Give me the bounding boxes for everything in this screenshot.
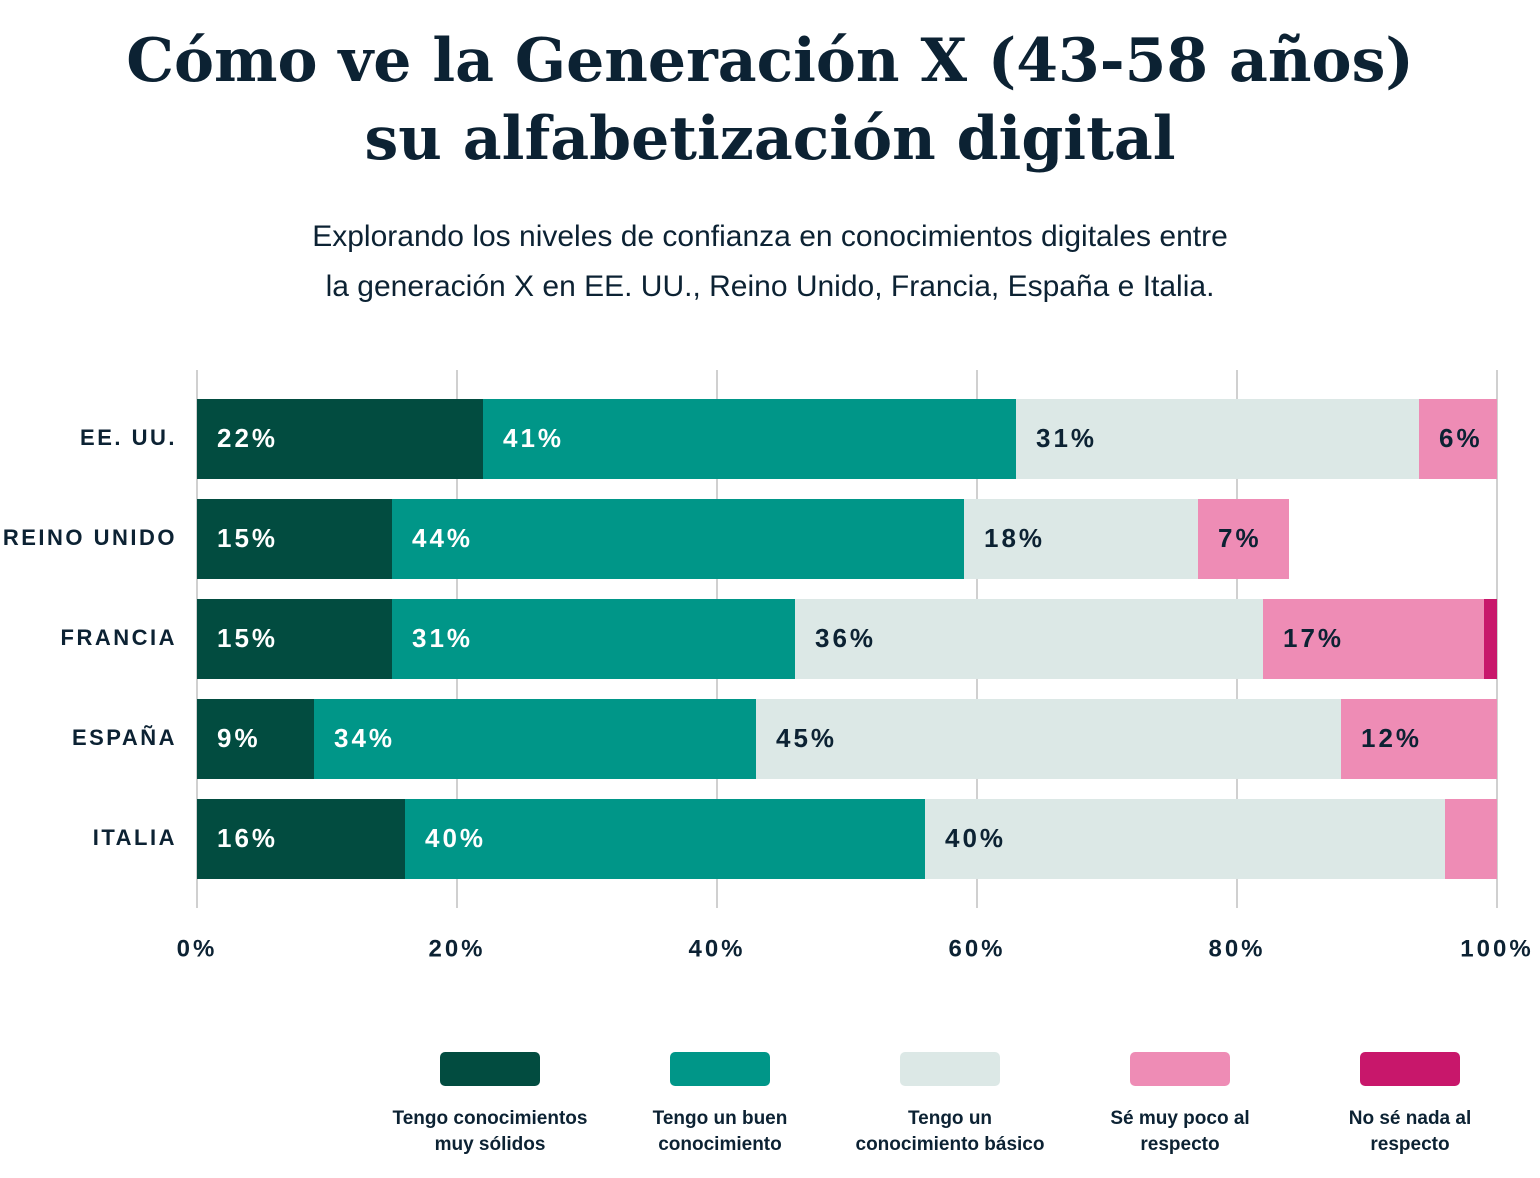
bar-segment [405,799,925,879]
chart-subtitle: Explorando los niveles de confianza en c… [312,220,1228,303]
data-label: 40% [945,823,1006,853]
y-tick-label: ESPAÑA [72,725,177,750]
x-tick-label: 40% [688,935,745,962]
legend-label: Tengo conocimientos muy sólidos [392,1108,588,1155]
data-label: 40% [425,823,486,853]
data-label: 34% [334,723,395,753]
data-label: 15% [217,623,278,653]
data-label: 15% [217,523,278,553]
bar-segment [1419,399,1497,479]
data-label: 12% [1361,723,1422,753]
legend-label: Tengo un buen conocimiento [652,1108,788,1155]
legend-swatch [900,1052,1000,1086]
data-label: 17% [1283,623,1344,653]
data-label: 6% [1439,423,1483,453]
bar-segment [197,699,314,779]
data-label: 31% [1036,423,1097,453]
y-tick-label: ITALIA [93,825,177,850]
x-tick-label: 0% [177,935,218,962]
bar-segment [964,499,1198,579]
data-label: 16% [217,823,278,853]
bar-segment [197,599,392,679]
y-tick-label: FRANCIA [61,625,178,650]
data-label: 44% [412,523,473,553]
legend-label: Tengo un conocimiento básico [855,1108,1045,1155]
legend-swatch [670,1052,770,1086]
legend-swatch [440,1052,540,1086]
bar-segment [1445,799,1497,879]
x-tick-label: 60% [948,935,1005,962]
x-tick-label: 100% [1460,935,1533,962]
bar-segment [314,699,756,779]
data-label: 18% [984,523,1045,553]
data-label: 22% [217,423,278,453]
bar-segment [925,799,1445,879]
y-tick-label: EE. UU. [80,425,177,450]
bar-segment [1263,599,1484,679]
bar-segment [795,599,1263,679]
bar-segment [1484,599,1497,679]
legend-label: No sé nada al respecto [1348,1108,1472,1155]
bar-segment [197,499,392,579]
bar-segment [197,399,483,479]
data-label: 45% [776,723,837,753]
legend-swatch [1130,1052,1230,1086]
legend-label: Sé muy poco al respecto [1110,1108,1250,1155]
chart-title: Cómo ve la Generación X (43-58 años) su … [126,26,1414,174]
x-tick-label: 80% [1208,935,1265,962]
chart: 0% 20% 40% 60% 80% 100% EE. UU. 22% 41% 31% 6% REIN… [3,370,1533,962]
bar-segment [392,499,964,579]
bar-segment [1016,399,1419,479]
bar-segment [1198,499,1289,579]
bar-segment [483,399,1016,479]
bar-segment [1341,699,1497,779]
x-tick-label: 20% [428,935,485,962]
data-label: 36% [815,623,876,653]
data-label: 31% [412,623,473,653]
data-label: 7% [1218,523,1262,553]
y-tick-label: REINO UNIDO [3,525,177,550]
bar-segment [392,599,795,679]
data-label: 9% [217,723,261,753]
bar-segment [197,799,405,879]
bar-segment [756,699,1341,779]
legend-swatch [1360,1052,1460,1086]
data-label: 41% [503,423,564,453]
